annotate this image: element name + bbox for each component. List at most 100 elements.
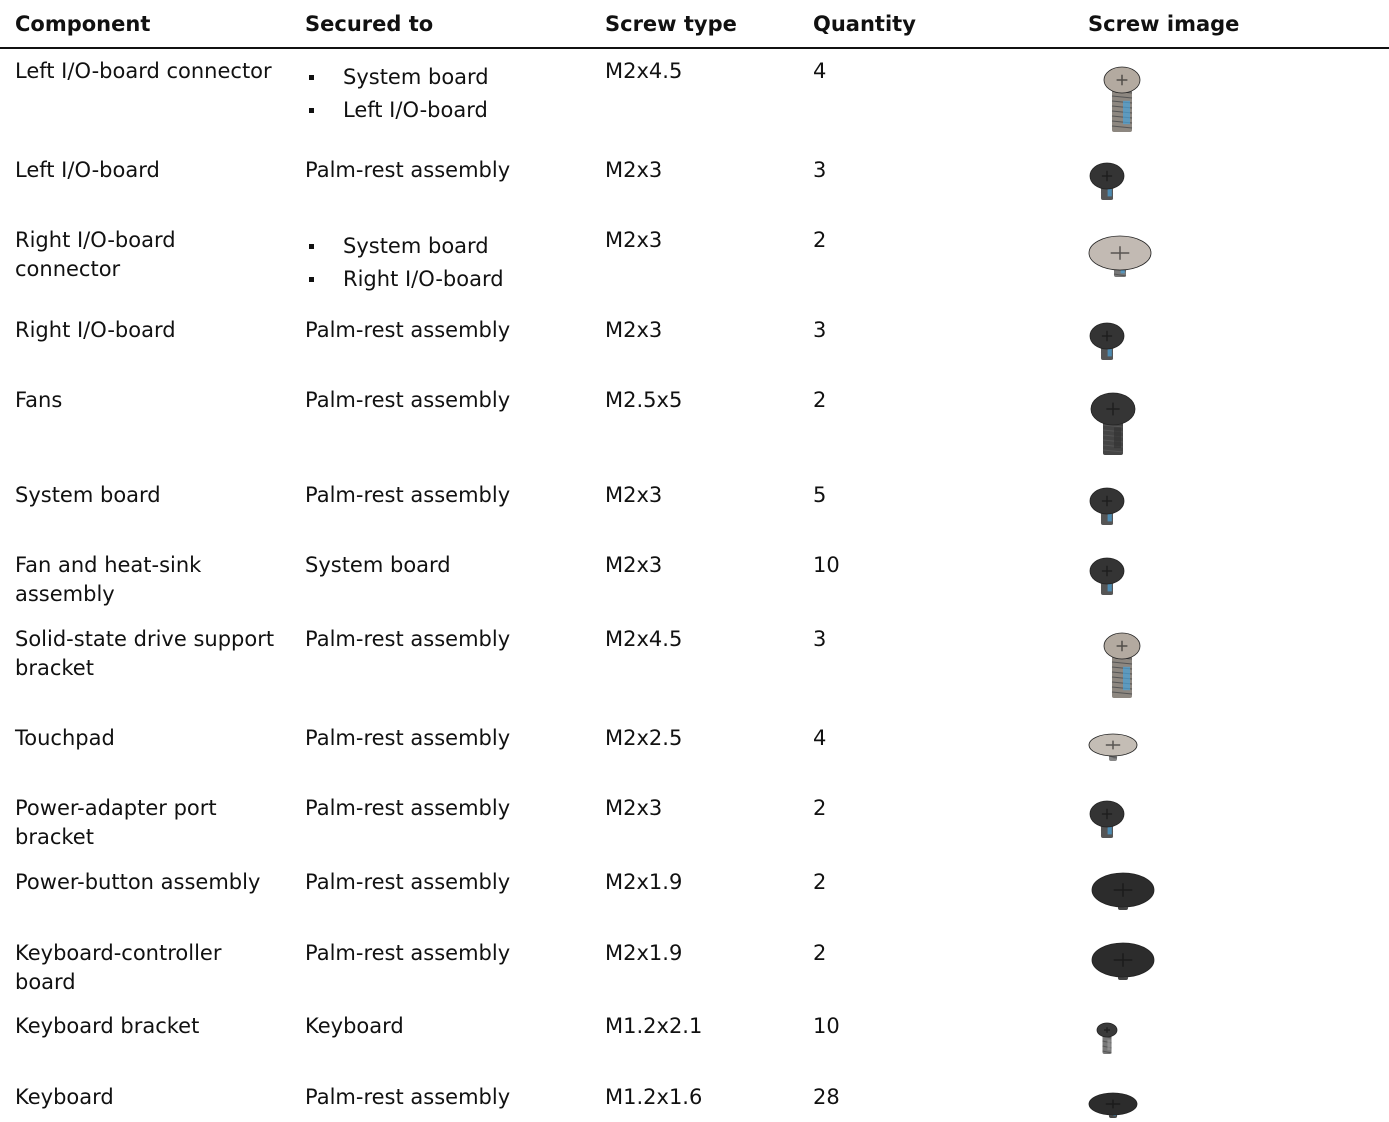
header-cell: Screw image <box>1088 12 1240 36</box>
component-cell: Fan and heat-sink assembly <box>15 553 202 606</box>
screw-part <box>1107 1039 1111 1051</box>
screw-type-cell: M2x3 <box>605 553 663 577</box>
screw-part <box>1107 185 1112 197</box>
screw-part <box>1100 196 1114 200</box>
screw-type-cell: M2x3 <box>605 318 663 342</box>
screw-part <box>1102 1050 1112 1054</box>
screw-part <box>1102 449 1124 453</box>
component-cell: Keyboard-controller board <box>15 941 222 994</box>
secured-to-cell: Palm-rest assembly <box>305 158 511 182</box>
quantity-cell: 2 <box>813 941 827 965</box>
component-cell: Fans <box>15 388 63 412</box>
secured-to-cell: Keyboard <box>305 1014 404 1038</box>
quantity-cell: 3 <box>813 318 827 342</box>
quantity-cell: 10 <box>813 1014 840 1038</box>
screw-part <box>1100 591 1114 595</box>
component-cell: Power-adapter port bracket <box>15 796 217 849</box>
screw-type-cell: M2x1.9 <box>605 870 683 894</box>
screw-part <box>1113 883 1133 897</box>
component-cell: Solid-state drive support bracket <box>15 627 275 680</box>
screw-part <box>1105 740 1121 750</box>
quantity-cell: 10 <box>813 553 840 577</box>
screw-part <box>1113 953 1133 967</box>
screw-part <box>1106 402 1120 416</box>
screw-part <box>1123 666 1130 691</box>
quantity-cell: 28 <box>813 1085 840 1109</box>
secured-to-item: System board <box>343 65 489 89</box>
screw-part <box>1107 510 1112 522</box>
screw-type-cell: M2x1.9 <box>605 941 683 965</box>
secured-to-cell: Palm-rest assembly <box>305 1085 511 1109</box>
quantity-cell: 5 <box>813 483 827 507</box>
screw-part <box>1116 640 1128 652</box>
screw-part <box>1111 125 1133 129</box>
bullet <box>309 277 314 282</box>
header-cell: Quantity <box>813 12 916 36</box>
screw-type-cell: M2x2.5 <box>605 726 683 750</box>
quantity-cell: 2 <box>813 228 827 252</box>
secured-to-cell: Palm-rest assembly <box>305 318 511 342</box>
secured-to-cell: Palm-rest assembly <box>305 870 511 894</box>
screw-part <box>1111 691 1133 695</box>
screw-type-cell: M2x3 <box>605 158 663 182</box>
screw-part <box>1101 565 1113 577</box>
header-cell: Screw type <box>605 12 737 36</box>
secured-to-cell: Palm-rest assembly <box>305 627 511 651</box>
component-cell: Power-button assembly <box>15 870 261 894</box>
screw-part <box>1110 246 1130 260</box>
screw-part <box>1107 823 1112 835</box>
quantity-cell: 3 <box>813 627 827 651</box>
screw-part <box>1101 170 1113 182</box>
secured-to-cell: Palm-rest assembly <box>305 388 511 412</box>
secured-to-cell: Palm-rest assembly <box>305 726 511 750</box>
quantity-cell: 4 <box>813 59 827 83</box>
quantity-cell: 3 <box>813 158 827 182</box>
screw-type-cell: M2x4.5 <box>605 627 683 651</box>
secured-to-item: System board <box>343 234 489 258</box>
screw-part <box>1101 495 1113 507</box>
screw-type-cell: M2x3 <box>605 796 663 820</box>
secured-to-cell: Palm-rest assembly <box>305 483 511 507</box>
screw-part <box>1111 661 1133 665</box>
screw-part <box>1104 1027 1110 1033</box>
screw-part <box>1113 273 1127 277</box>
quantity-cell: 2 <box>813 796 827 820</box>
component-cell: Right I/O-board <box>15 318 176 342</box>
component-cell: Left I/O-board connector <box>15 59 272 83</box>
screw-type-cell: M2x3 <box>605 483 663 507</box>
screw-part <box>1111 95 1133 99</box>
component-cell: Left I/O-board <box>15 158 160 182</box>
screw-type-cell: M2x3 <box>605 228 663 252</box>
quantity-cell: 2 <box>813 388 827 412</box>
component-cell: Keyboard bracket <box>15 1014 200 1038</box>
screw-part <box>1107 580 1112 592</box>
secured-to-item: Right I/O-board <box>343 267 504 291</box>
screw-part <box>1100 356 1114 360</box>
secured-to-cell: Palm-rest assembly <box>305 941 511 965</box>
component-cell: Right I/O-board connector <box>15 228 176 281</box>
screw-type-cell: M1.2x1.6 <box>605 1085 703 1109</box>
component-cell: System board <box>15 483 161 507</box>
screw-type-cell: M1.2x2.1 <box>605 1014 703 1038</box>
header-cell: Component <box>15 12 151 36</box>
screw-part <box>1107 345 1112 357</box>
screw-part <box>1101 330 1113 342</box>
quantity-cell: 2 <box>813 870 827 894</box>
bullet <box>309 75 314 80</box>
bullet <box>309 244 314 249</box>
screw-part <box>1100 834 1114 838</box>
screw-part <box>1101 808 1113 820</box>
screw-part <box>1114 427 1121 449</box>
component-cell: Touchpad <box>15 726 115 750</box>
secured-to-cell: System board <box>305 553 451 577</box>
header-cell: Secured to <box>305 12 434 36</box>
header-rule <box>0 47 1389 49</box>
secured-to-item: Left I/O-board <box>343 98 488 122</box>
screw-part <box>1100 521 1114 525</box>
component-cell: Keyboard <box>15 1085 114 1109</box>
quantity-cell: 4 <box>813 726 827 750</box>
screw-part <box>1116 74 1128 86</box>
bullet <box>309 108 314 113</box>
